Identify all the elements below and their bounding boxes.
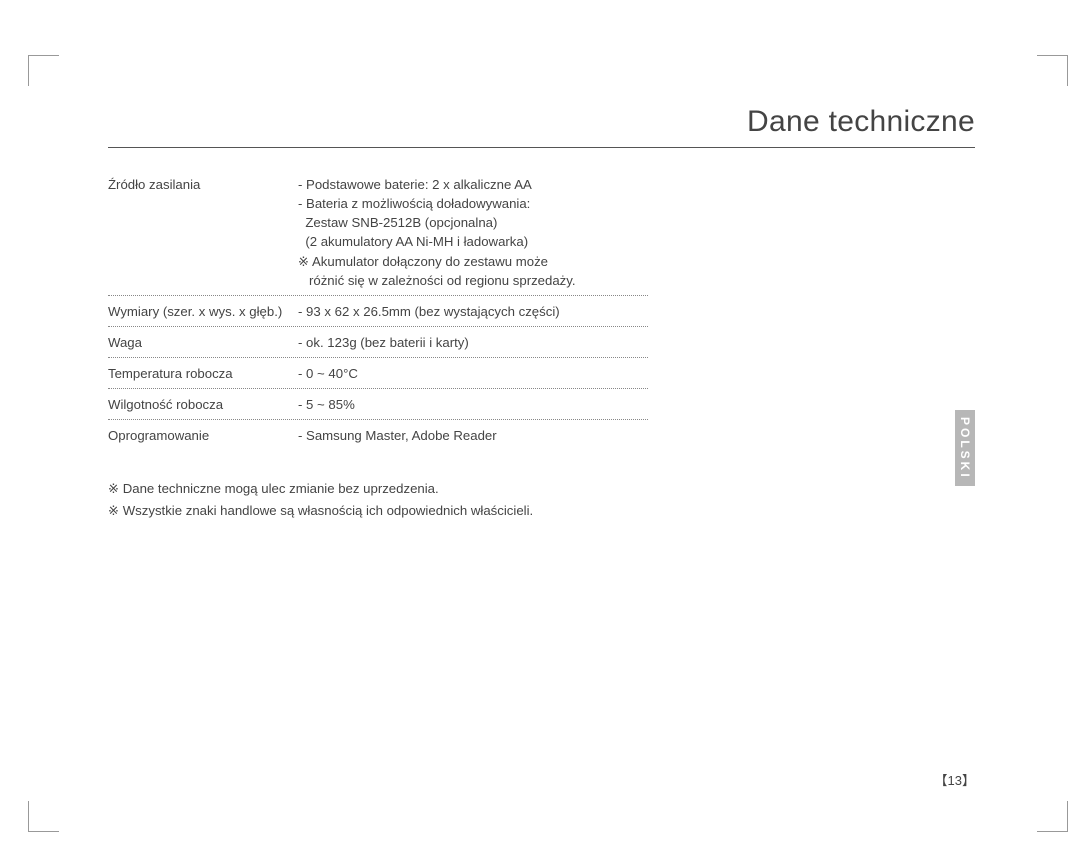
divider xyxy=(108,326,648,327)
page-number-value: 13 xyxy=(948,773,962,788)
language-tab: POLSKI xyxy=(955,410,975,486)
spec-value-line: różnić się w zależności od regionu sprze… xyxy=(298,271,648,290)
crop-mark xyxy=(1037,55,1068,86)
bracket-open-icon: 【 xyxy=(935,773,948,788)
spec-value: - ok. 123g (bez baterii i karty) xyxy=(298,333,648,352)
spec-value-line: Zestaw SNB-2512B (opcjonalna) xyxy=(298,213,648,232)
spec-label: Wilgotność robocza xyxy=(108,395,298,414)
crop-mark xyxy=(1037,801,1068,832)
spec-label: Waga xyxy=(108,333,298,352)
spec-label: Oprogramowanie xyxy=(108,426,298,445)
page-number: 【13】 xyxy=(935,770,976,789)
footnotes: ※ Dane techniczne mogą ulec zmianie bez … xyxy=(108,478,975,523)
spec-value-line: - Podstawowe baterie: 2 x alkaliczne AA xyxy=(298,175,648,194)
spec-label: Wymiary (szer. x wys. x głęb.) xyxy=(108,302,298,321)
spec-row-software: Oprogramowanie - Samsung Master, Adobe R… xyxy=(108,424,648,447)
spec-row-humidity: Wilgotność robocza - 5 ~ 85% xyxy=(108,393,648,416)
crop-mark xyxy=(28,55,59,86)
spec-row-weight: Waga - ok. 123g (bez baterii i karty) xyxy=(108,331,648,354)
spec-row-temperature: Temperatura robocza - 0 ~ 40°C xyxy=(108,362,648,385)
divider xyxy=(108,388,648,389)
content-area: Dane techniczne Źródło zasilania - Podst… xyxy=(108,105,975,522)
divider xyxy=(108,419,648,420)
spec-value: - Samsung Master, Adobe Reader xyxy=(298,426,648,445)
footnote-line: ※ Wszystkie znaki handlowe są własnością… xyxy=(108,500,975,522)
spec-table: Źródło zasilania - Podstawowe baterie: 2… xyxy=(108,173,648,448)
spec-value: - Podstawowe baterie: 2 x alkaliczne AA … xyxy=(298,175,648,290)
divider xyxy=(108,357,648,358)
manual-page: Dane techniczne Źródło zasilania - Podst… xyxy=(0,0,1080,844)
spec-row-dimensions: Wymiary (szer. x wys. x głęb.) - 93 x 62… xyxy=(108,300,648,323)
spec-label: Temperatura robocza xyxy=(108,364,298,383)
bracket-close-icon: 】 xyxy=(962,773,975,788)
page-title: Dane techniczne xyxy=(108,105,975,148)
crop-mark xyxy=(28,801,59,832)
spec-value-line: - Bateria z możliwością doładowywania: xyxy=(298,194,648,213)
spec-row-power: Źródło zasilania - Podstawowe baterie: 2… xyxy=(108,173,648,292)
divider xyxy=(108,295,648,296)
footnote-line: ※ Dane techniczne mogą ulec zmianie bez … xyxy=(108,478,975,500)
spec-value: - 93 x 62 x 26.5mm (bez wystających częś… xyxy=(298,302,648,321)
spec-value-line: ※ Akumulator dołączony do zestawu może xyxy=(298,252,648,271)
spec-value: - 5 ~ 85% xyxy=(298,395,648,414)
spec-value-line: (2 akumulatory AA Ni-MH i ładowarka) xyxy=(298,232,648,251)
spec-value: - 0 ~ 40°C xyxy=(298,364,648,383)
spec-label: Źródło zasilania xyxy=(108,175,298,290)
